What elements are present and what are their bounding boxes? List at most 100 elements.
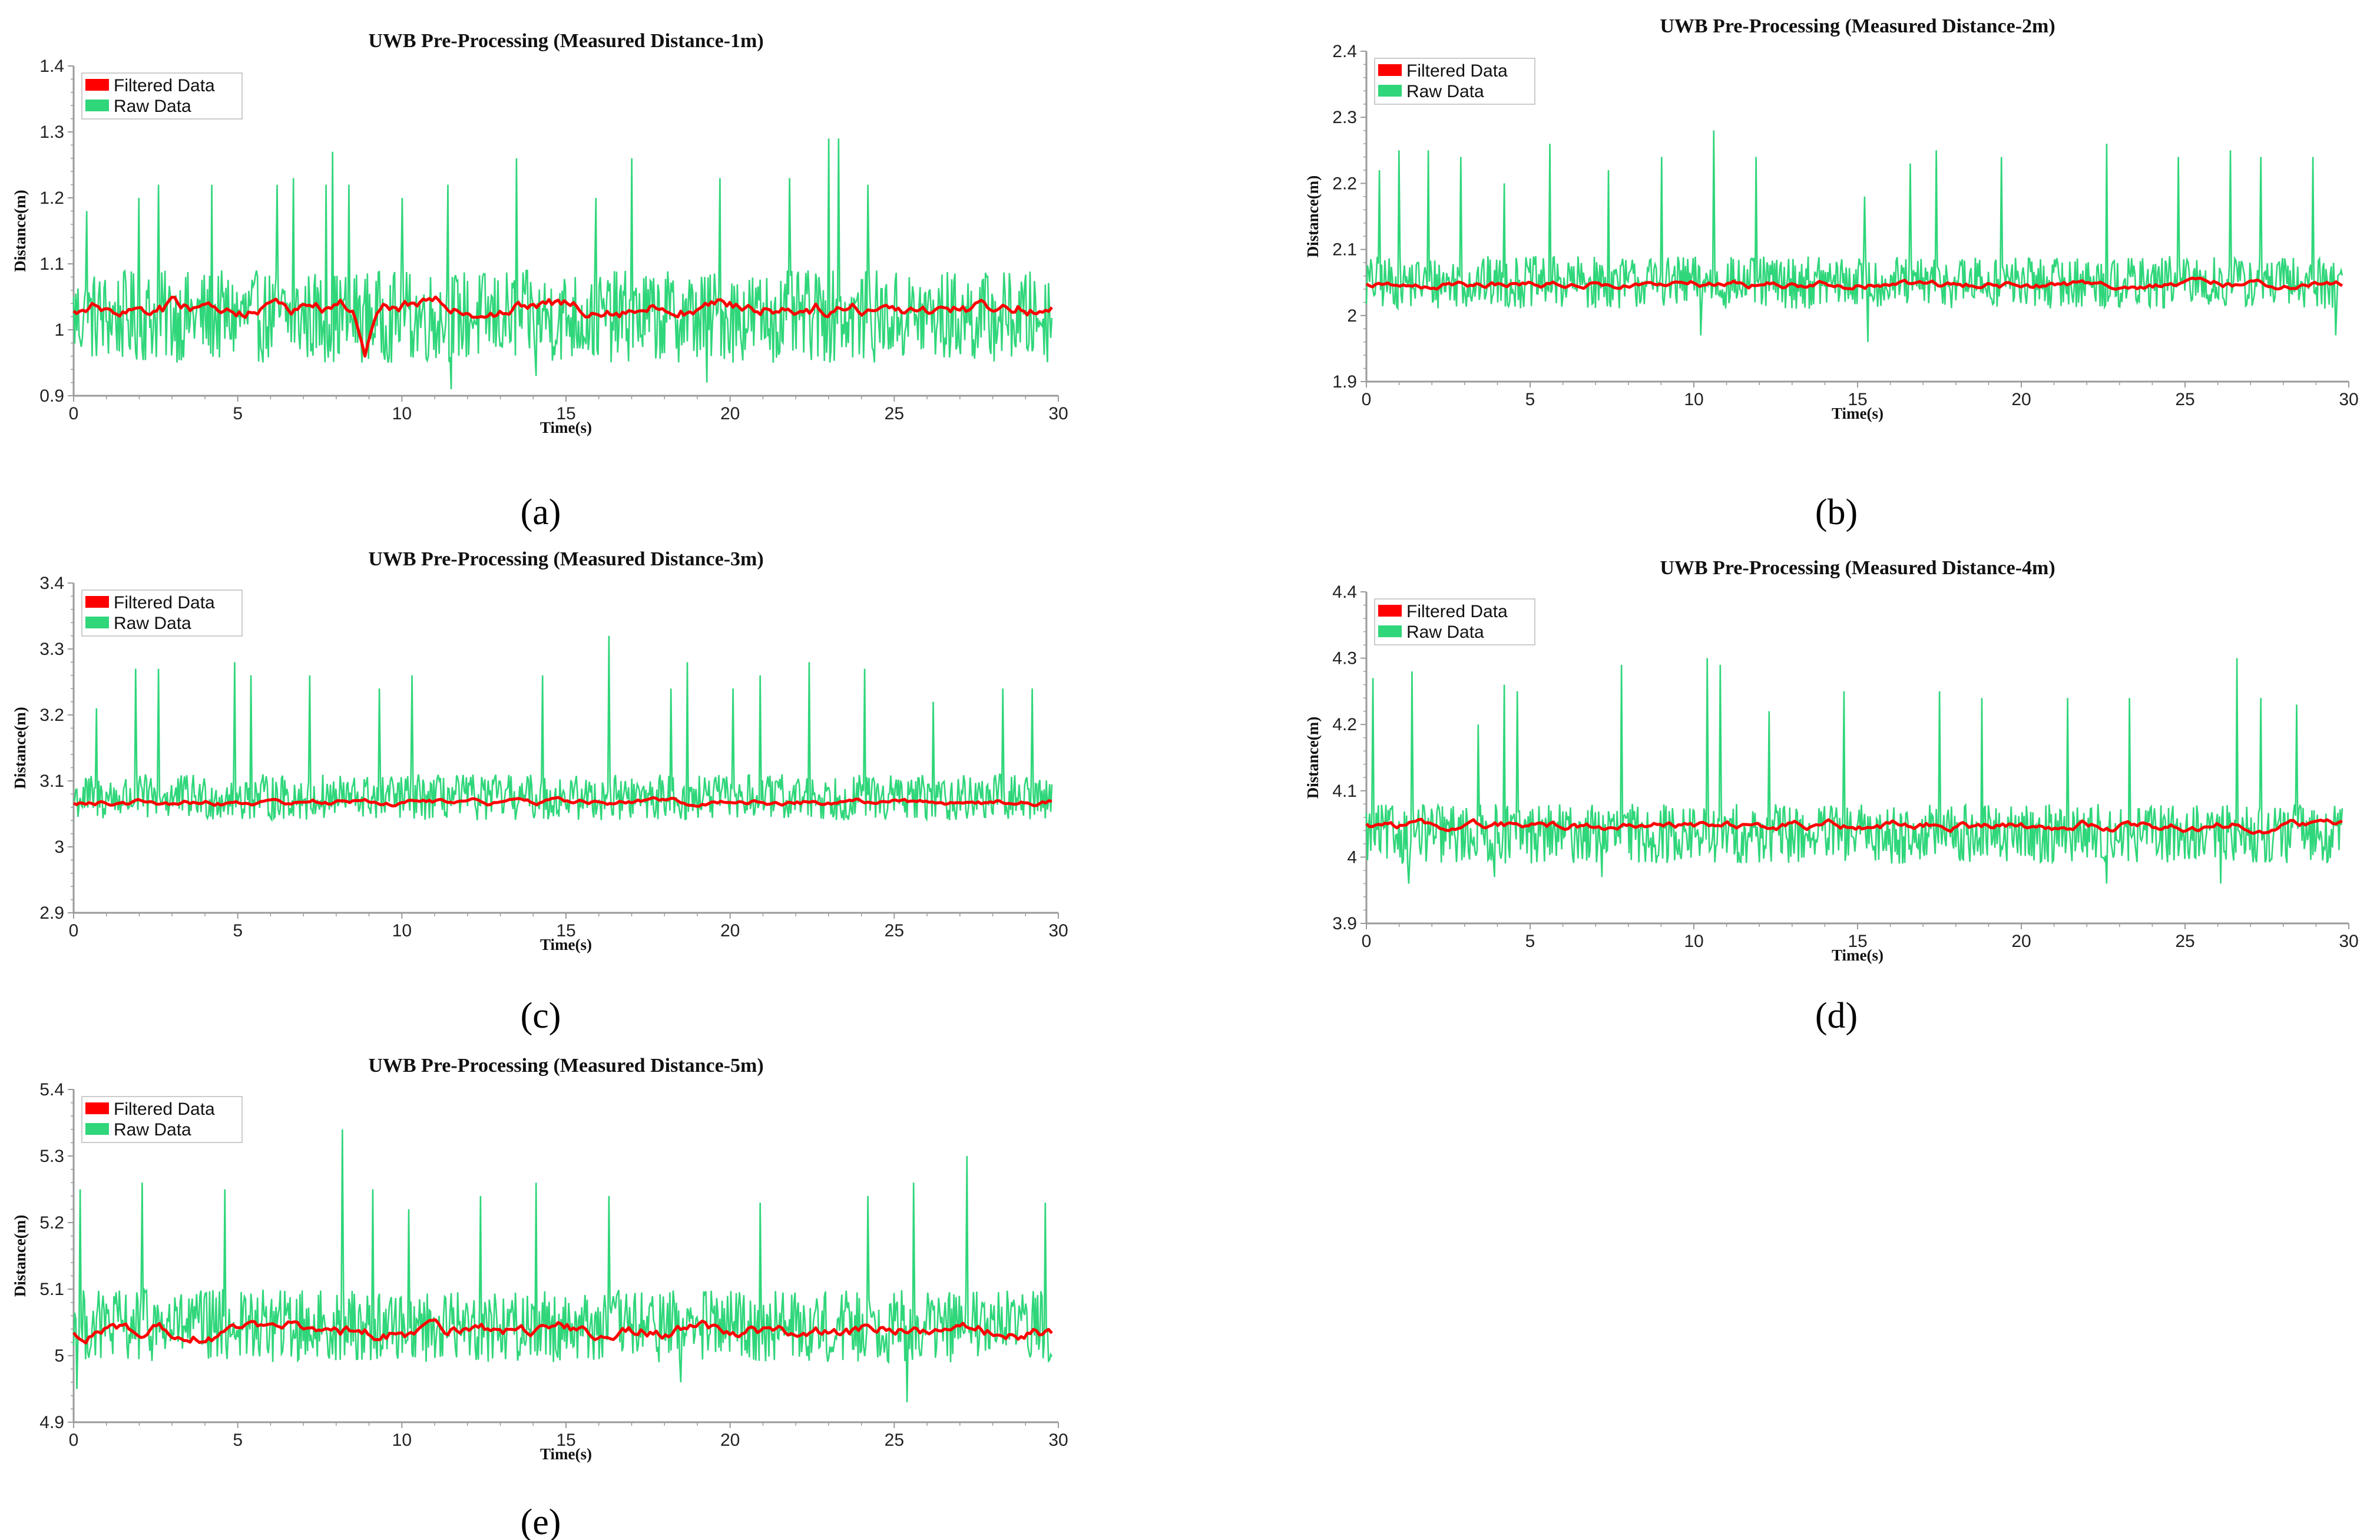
x-tick-label: 30: [2339, 932, 2358, 951]
legend-label-raw: Raw Data: [114, 614, 191, 633]
x-tick-label: 5: [233, 921, 243, 940]
x-tick-label: 5: [1525, 932, 1535, 951]
legend-label-raw: Raw Data: [114, 97, 191, 116]
x-tick-label: 0: [69, 404, 79, 423]
x-axis-label: Time(s): [1832, 405, 1884, 422]
legend-swatch-raw: [85, 1123, 109, 1135]
x-axis-label: Time(s): [1832, 946, 1884, 964]
x-tick-label: 25: [885, 921, 904, 940]
y-tick-label: 0.9: [39, 386, 64, 406]
y-tick-label: 2.4: [1332, 42, 1357, 61]
filtered-data-series: [1365, 817, 2343, 835]
y-tick-label: 4: [1347, 847, 1357, 867]
x-tick-label: 10: [392, 1430, 412, 1450]
x-tick-label: 15: [556, 404, 575, 423]
y-tick-label: 5.4: [39, 1080, 64, 1099]
legend-label-filtered: Filtered Data: [114, 76, 215, 95]
y-tick-label: 2.2: [1332, 174, 1357, 193]
chart-title: UWB Pre-Processing (Measured Distance-3m…: [368, 548, 763, 570]
x-tick-label: 15: [1848, 932, 1867, 951]
y-tick-label: 3.1: [39, 771, 64, 791]
x-tick-label: 5: [1525, 390, 1535, 409]
chart-panel-e: UWB Pre-Processing (Measured Distance-5m…: [11, 1055, 1068, 1540]
panel-label: (a): [521, 492, 561, 532]
x-tick-label: 5: [233, 404, 243, 423]
x-tick-label: 20: [720, 404, 740, 423]
panel-label: (e): [521, 1502, 561, 1540]
chart-title: UWB Pre-Processing (Measured Distance-4m…: [1660, 557, 2055, 579]
x-tick-label: 10: [392, 404, 412, 423]
legend-label-filtered: Filtered Data: [114, 593, 215, 612]
y-tick-label: 3.2: [39, 706, 64, 725]
y-tick-label: 3.4: [39, 574, 64, 593]
x-tick-label: 30: [2339, 390, 2358, 409]
x-axis-label: Time(s): [540, 419, 592, 436]
legend: Filtered Data Raw Data: [81, 72, 243, 120]
x-tick-label: 0: [69, 1430, 79, 1450]
x-axis-label: Time(s): [540, 936, 592, 953]
legend-swatch-raw: [85, 617, 109, 628]
legend-label-raw: Raw Data: [1406, 82, 1484, 101]
panel-label: (c): [521, 996, 561, 1036]
legend-swatch-filtered: [85, 596, 109, 608]
x-tick-label: 15: [556, 1430, 575, 1450]
x-tick-label: 25: [885, 1430, 904, 1450]
raw-data-series: [1365, 130, 2343, 342]
x-tick-label: 30: [1048, 921, 1068, 940]
filtered-data-series: [72, 1318, 1053, 1344]
y-tick-label: 3.3: [39, 640, 64, 659]
chart-panel-a: UWB Pre-Processing (Measured Distance-1m…: [11, 30, 1068, 532]
y-axis-label: Distance(m): [1304, 175, 1322, 257]
x-tick-label: 10: [1684, 932, 1703, 951]
raw-data-series: [72, 1129, 1053, 1403]
y-tick-label: 1.9: [1332, 372, 1357, 392]
legend-swatch-raw: [1378, 85, 1402, 97]
y-tick-label: 4.1: [1332, 781, 1357, 801]
raw-data-series: [72, 138, 1053, 389]
y-tick-label: 5.3: [39, 1147, 64, 1166]
chart-panel-b: UWB Pre-Processing (Measured Distance-2m…: [1304, 15, 2359, 532]
filtered-data-series: [1365, 276, 2343, 291]
legend-swatch-raw: [1378, 625, 1402, 637]
x-tick-label: 25: [2175, 390, 2194, 409]
y-tick-label: 4.9: [39, 1413, 64, 1432]
x-tick-label: 20: [2011, 390, 2031, 409]
x-tick-label: 10: [392, 921, 412, 940]
y-tick-label: 1: [54, 320, 64, 340]
x-tick-label: 25: [2175, 932, 2194, 951]
legend-swatch-filtered: [1378, 605, 1402, 617]
y-tick-label: 2.3: [1332, 108, 1357, 127]
y-axis-label: Distance(m): [1304, 717, 1322, 799]
y-tick-label: 5.1: [39, 1280, 64, 1299]
legend-swatch-filtered: [85, 79, 109, 91]
legend-swatch-filtered: [1378, 64, 1402, 76]
legend-label-raw: Raw Data: [114, 1120, 191, 1140]
y-axis-label: Distance(m): [11, 1215, 29, 1297]
panel-label: (d): [1815, 996, 1858, 1036]
legend-label-filtered: Filtered Data: [1406, 602, 1508, 621]
legend-label-filtered: Filtered Data: [114, 1099, 215, 1119]
panel-label: (b): [1815, 492, 1858, 532]
y-tick-label: 4.2: [1332, 715, 1357, 734]
y-tick-label: 5: [54, 1346, 64, 1366]
x-tick-label: 20: [720, 1430, 740, 1450]
chart-title: UWB Pre-Processing (Measured Distance-2m…: [1660, 15, 2055, 37]
chart-panel-d: UWB Pre-Processing (Measured Distance-4m…: [1304, 557, 2359, 1036]
chart-title: UWB Pre-Processing (Measured Distance-1m…: [368, 30, 763, 52]
legend-label-raw: Raw Data: [1406, 622, 1484, 642]
x-tick-label: 0: [1362, 932, 1372, 951]
x-tick-label: 10: [1684, 390, 1703, 409]
x-tick-label: 0: [69, 921, 79, 940]
x-tick-label: 20: [720, 921, 740, 940]
x-tick-label: 30: [1048, 404, 1068, 423]
legend-swatch-raw: [85, 100, 109, 111]
y-axis-label: Distance(m): [11, 707, 29, 789]
legend: Filtered Data Raw Data: [81, 589, 243, 637]
raw-data-series: [1365, 658, 2343, 884]
x-tick-label: 15: [556, 921, 575, 940]
y-tick-label: 1.1: [39, 254, 64, 274]
